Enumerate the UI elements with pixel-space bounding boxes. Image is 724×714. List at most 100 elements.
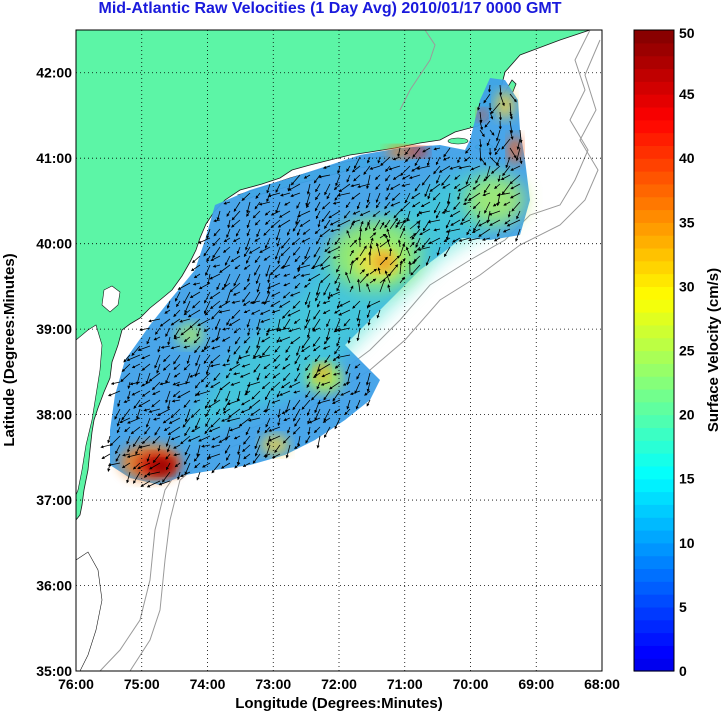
velocity-arrow	[225, 453, 231, 461]
velocity-arrow	[146, 336, 151, 345]
velocity-arrow	[483, 183, 491, 194]
velocity-arrow	[236, 390, 241, 402]
colorbar-band	[634, 606, 674, 621]
velocity-arrow	[184, 444, 191, 456]
velocity-arrow	[482, 237, 491, 241]
velocity-arrow	[485, 165, 491, 181]
velocity-arrow	[114, 408, 121, 420]
velocity-arrow	[274, 273, 281, 278]
velocity-arrow	[314, 408, 321, 421]
velocity-arrow	[167, 399, 171, 410]
velocity-arrow	[247, 327, 251, 337]
velocity-arrow	[276, 237, 281, 247]
velocity-arrow	[305, 309, 311, 323]
velocity-arrow	[121, 462, 131, 469]
velocity-arrow	[515, 147, 521, 162]
velocity-arrow	[207, 399, 221, 408]
velocity-arrow	[204, 399, 211, 409]
velocity-arrow	[334, 417, 341, 430]
velocity-arrow	[367, 221, 371, 230]
velocity-arrow	[122, 453, 131, 457]
velocity-arrow	[225, 390, 231, 402]
colorbar-band	[634, 440, 674, 454]
velocity-arrow	[444, 201, 451, 213]
velocity-arrow	[409, 261, 416, 266]
velocity-arrow	[174, 462, 181, 468]
velocity-arrow	[436, 246, 441, 256]
velocity-arrow	[170, 318, 181, 326]
velocity-arrow	[312, 336, 321, 347]
velocity-arrow	[435, 156, 441, 166]
velocity-arrow	[336, 282, 341, 292]
velocity-arrow	[155, 327, 161, 335]
velocity-arrow	[419, 228, 431, 236]
velocity-arrow	[322, 345, 331, 350]
velocity-arrow	[173, 444, 181, 449]
lat-tick-label: 35:00	[36, 663, 72, 679]
lon-tick-label: 69:00	[518, 676, 554, 692]
velocity-arrow	[211, 462, 221, 474]
velocity-arrow	[314, 354, 321, 363]
velocity-arrow	[264, 237, 271, 249]
velocity-arrow	[313, 309, 321, 320]
velocity-arrow	[454, 174, 461, 180]
lon-tick-label: 71:00	[387, 676, 423, 692]
lon-tick-label: 72:00	[321, 676, 357, 692]
velocity-arrow	[230, 381, 241, 386]
velocity-arrow	[326, 192, 331, 200]
velocity-arrow	[323, 336, 331, 345]
velocity-arrow	[252, 210, 261, 219]
velocity-arrow	[200, 372, 211, 383]
colorbar	[634, 30, 674, 672]
velocity-arrow	[345, 201, 351, 209]
velocity-arrow	[126, 435, 131, 445]
velocity-arrow	[312, 345, 321, 352]
velocity-arrow	[187, 435, 201, 442]
velocity-arrow	[233, 273, 241, 287]
velocity-arrow	[220, 462, 231, 469]
velocity-arrow	[387, 284, 391, 293]
velocity-arrow	[422, 147, 431, 153]
velocity-arrow	[443, 237, 451, 243]
velocity-arrow	[141, 435, 151, 445]
page-title: Mid-Atlantic Raw Velocities (1 Day Avg) …	[98, 0, 562, 17]
velocity-arrow	[282, 291, 291, 299]
velocity-arrow	[324, 426, 331, 439]
velocity-arrow	[264, 372, 271, 379]
velocity-arrow	[294, 255, 301, 263]
velocity-arrow	[479, 111, 483, 124]
velocity-arrow	[146, 480, 161, 488]
velocity-arrow	[499, 84, 503, 96]
velocity-arrow	[345, 363, 351, 375]
velocity-arrow	[303, 174, 311, 179]
velocity-arrow	[297, 210, 311, 218]
velocity-arrow	[176, 300, 181, 308]
velocity-arrow	[453, 201, 461, 211]
velocity-arrow	[427, 192, 431, 200]
velocity-arrow	[321, 201, 331, 210]
velocity-arrow	[243, 264, 251, 270]
velocity-arrow	[336, 219, 351, 227]
velocity-arrow	[462, 201, 471, 205]
velocity-arrow	[323, 282, 331, 296]
velocity-arrow	[184, 300, 191, 314]
velocity-arrow	[259, 246, 271, 253]
velocity-arrow	[324, 246, 331, 253]
velocity-arrow	[379, 278, 386, 293]
velocity-arrow	[279, 390, 291, 396]
velocity-arrow	[214, 390, 221, 403]
velocity-arrow	[253, 345, 261, 359]
velocity-arrow	[315, 210, 321, 220]
colorbar-band	[634, 209, 674, 223]
velocity-arrow	[425, 255, 431, 266]
velocity-arrow	[317, 399, 331, 405]
velocity-arrow	[379, 256, 388, 266]
velocity-arrow	[466, 228, 471, 236]
velocity-arrow	[276, 336, 281, 344]
velocity-arrow	[138, 444, 151, 449]
velocity-arrow	[110, 381, 121, 385]
velocity-arrow	[131, 363, 141, 369]
velocity-arrow	[397, 147, 401, 158]
velocity-arrow	[263, 363, 271, 370]
velocity-arrow	[246, 318, 251, 328]
